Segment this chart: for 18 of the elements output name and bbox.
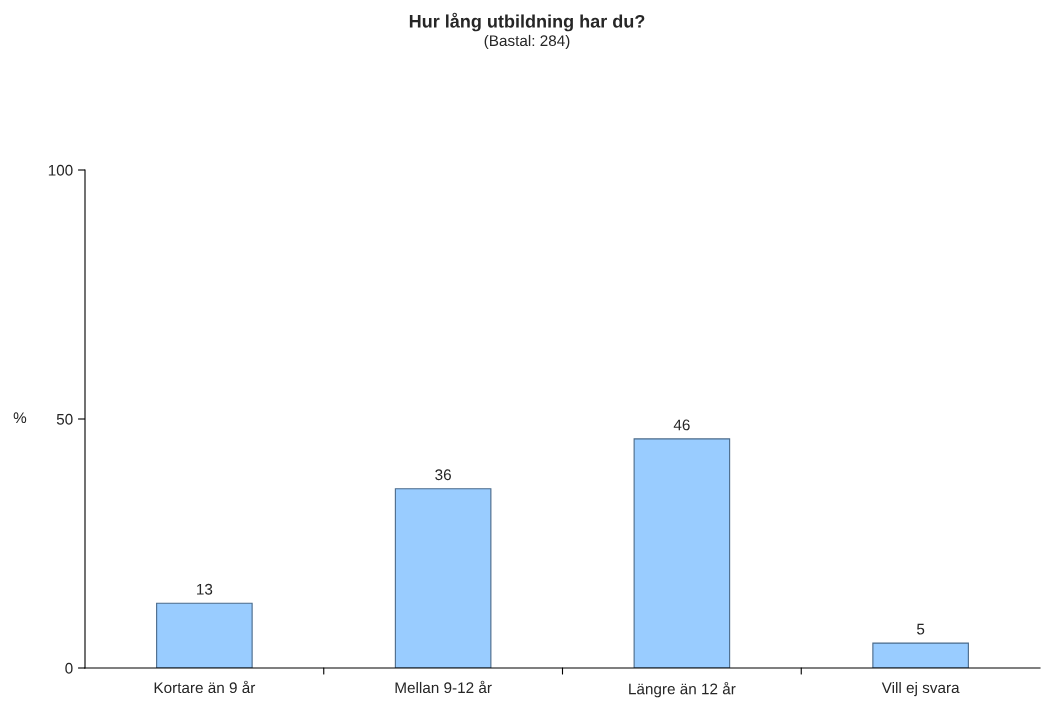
bar [394, 488, 492, 668]
x-tick-label: Kortare än 9 år [154, 680, 256, 694]
chart-subtitle: (Bastal: 284) [484, 34, 570, 50]
chart-title: Hur lång utbildning har du? [409, 12, 645, 32]
y-tick-label: 0 [65, 662, 73, 674]
bar [872, 642, 969, 668]
bar [633, 438, 731, 668]
y-tick-label: 100 [48, 164, 73, 176]
x-tick-label: Mellan 9-12 år [395, 680, 492, 694]
y-axis-title: % [13, 412, 27, 424]
bar [156, 602, 253, 668]
x-tick-label: Vill ej svara [881, 681, 960, 697]
data-label: 46 [673, 419, 690, 431]
y-tick-label: 50 [56, 413, 73, 425]
data-label: 36 [435, 469, 451, 481]
data-label: 5 [916, 623, 925, 635]
data-label: 13 [197, 583, 213, 595]
x-tick-label: Längre än 12 år [629, 681, 736, 698]
